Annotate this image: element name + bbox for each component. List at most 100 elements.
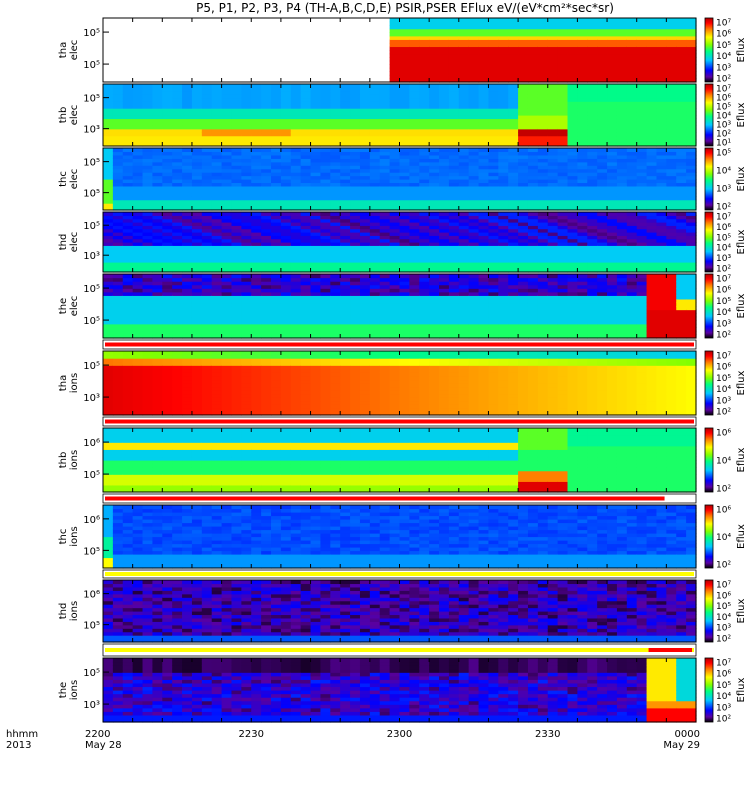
heatmap-cell [280, 316, 292, 321]
heatmap-cell [567, 258, 578, 263]
heatmap-cell [122, 225, 134, 230]
heatmap-cell [320, 148, 331, 153]
heatmap-cell [508, 28, 519, 33]
heatmap-cell [626, 203, 638, 208]
heatmap-cell [191, 320, 203, 325]
heatmap-cell [686, 215, 697, 220]
heatmap-cell [498, 165, 509, 170]
heatmap-cell [330, 262, 341, 266]
heatmap-cell [439, 313, 450, 318]
heatmap-cell [616, 288, 628, 293]
heatmap-cell [508, 101, 519, 106]
heatmap-cell [142, 265, 154, 270]
heatmap-cell [409, 115, 420, 120]
heatmap-cell [626, 115, 638, 120]
heatmap-cell [597, 255, 608, 260]
heatmap-cell [112, 161, 124, 166]
heatmap-cell [557, 192, 569, 197]
heatmap-cell [656, 128, 667, 133]
heatmap-cell [557, 32, 569, 37]
heatmap-cell [626, 268, 638, 273]
heatmap-cell [152, 288, 163, 293]
heatmap-cell [577, 215, 588, 220]
heatmap-cell [518, 291, 529, 296]
heatmap-cell [547, 84, 559, 89]
heatmap-cell [508, 142, 519, 147]
heatmap-cell [458, 218, 470, 223]
heatmap-cell [280, 320, 292, 325]
heatmap-cell [636, 228, 648, 233]
heatmap-cell [350, 111, 361, 116]
heatmap-cell [191, 199, 203, 204]
heatmap-cell [350, 108, 361, 113]
heatmap-cell [537, 274, 549, 279]
heatmap-cell [468, 132, 480, 137]
heatmap-cell [597, 172, 608, 177]
heatmap-cell [537, 25, 549, 30]
heatmap-cell [676, 248, 687, 253]
heatmap-cell [686, 142, 697, 147]
heatmap-cell [478, 50, 490, 55]
heatmap-cell [518, 309, 529, 314]
heatmap-cell [359, 121, 371, 126]
heatmap-cell [518, 168, 529, 173]
heatmap-cell [419, 139, 430, 144]
heatmap-cell [112, 298, 124, 304]
heatmap-cell [350, 320, 361, 325]
heatmap-cell [498, 35, 509, 40]
heatmap-cell [537, 284, 549, 289]
heatmap-cell [607, 232, 618, 236]
heatmap-cell [676, 179, 687, 184]
heatmap-cell [597, 203, 608, 208]
heatmap-cell [320, 295, 331, 300]
heatmap-cell [626, 252, 638, 256]
heatmap-cell [389, 165, 401, 170]
heatmap-cell [508, 84, 519, 89]
heatmap-cell [448, 295, 460, 300]
heatmap-cell [478, 199, 490, 204]
heatmap-cell [478, 101, 490, 106]
heatmap-cell [261, 154, 272, 159]
heatmap-cell [597, 118, 608, 123]
y-label-species: elec [69, 40, 80, 61]
heatmap-cell [547, 327, 559, 332]
heatmap-cell [676, 28, 687, 33]
heatmap-cell [537, 189, 549, 194]
heatmap-cell [122, 334, 134, 339]
heatmap-cell [508, 199, 519, 204]
colorbar-tick-label: 10⁷ [716, 19, 731, 29]
heatmap-cell [597, 25, 608, 30]
heatmap-cell [350, 115, 361, 120]
heatmap-cell [458, 277, 470, 282]
heatmap-cell [429, 268, 440, 273]
heatmap-cell [409, 21, 420, 26]
heatmap-cell [577, 327, 588, 332]
heatmap-cell [537, 196, 549, 201]
heatmap-cell [527, 28, 539, 33]
heatmap-cell [152, 277, 163, 282]
heatmap-cell [537, 235, 549, 240]
heatmap-cell [567, 295, 578, 300]
heatmap-cell [429, 121, 440, 126]
heatmap-cell [508, 151, 519, 156]
heatmap-cell [191, 277, 203, 282]
heatmap-cell [607, 258, 618, 263]
heatmap-cell [271, 212, 282, 216]
heatmap-cell [636, 94, 648, 99]
heatmap-cell [656, 238, 667, 243]
heatmap-cell [577, 151, 588, 156]
heatmap-cell [537, 262, 549, 266]
heatmap-cell [547, 268, 559, 273]
heatmap-cell [607, 97, 618, 102]
heatmap-cell [646, 151, 658, 156]
heatmap-cell [488, 154, 499, 159]
heatmap-cell [547, 255, 559, 260]
heatmap-cell [626, 148, 638, 153]
heatmap-cell [182, 101, 193, 106]
heatmap-cell [686, 46, 697, 51]
heatmap-cell [310, 277, 322, 282]
heatmap-cell [656, 39, 667, 44]
heatmap-cell [448, 212, 460, 216]
heatmap-cell [172, 179, 183, 184]
heatmap-cell [340, 151, 351, 156]
